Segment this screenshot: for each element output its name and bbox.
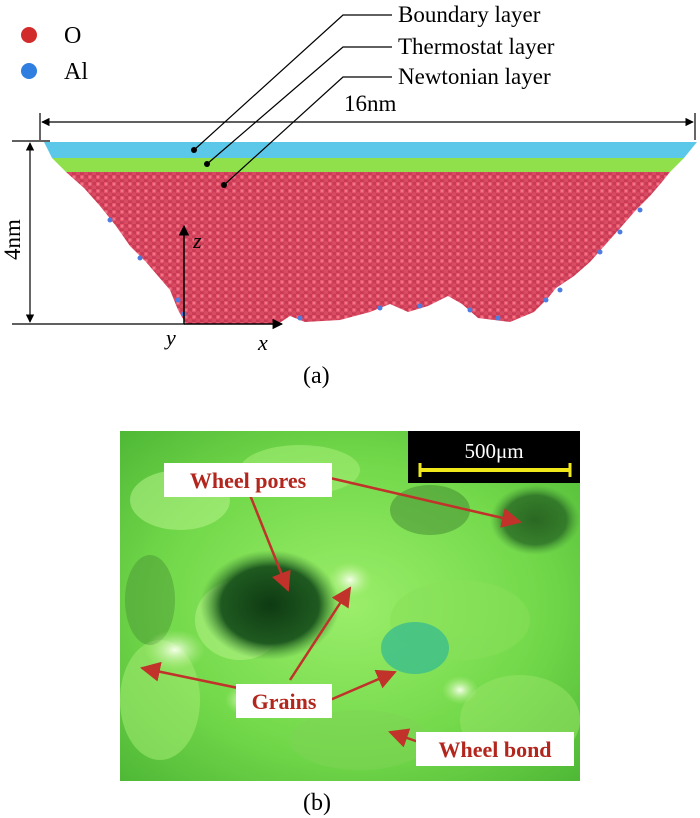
width-dimension: 16nm bbox=[39, 91, 696, 140]
newtonian-leader bbox=[223, 76, 392, 186]
al-atoms bbox=[107, 207, 643, 321]
boundary-layer-shape bbox=[44, 142, 697, 158]
pore-right bbox=[490, 485, 580, 555]
newtonian-layer-shape bbox=[66, 172, 670, 324]
boundary-leader bbox=[193, 14, 392, 151]
pore-center bbox=[200, 550, 340, 660]
svg-text:Wheel pores: Wheel pores bbox=[190, 468, 307, 493]
legend: O Al bbox=[21, 23, 88, 85]
layer-callouts bbox=[193, 14, 392, 186]
svg-text:Grains: Grains bbox=[252, 689, 317, 714]
label-grains: Grains bbox=[236, 684, 332, 718]
svg-text:Wheel bond: Wheel bond bbox=[438, 737, 551, 762]
axis-y-label: y bbox=[164, 325, 176, 350]
legend-al-label: Al bbox=[64, 59, 88, 85]
caption-b: (b) bbox=[303, 790, 331, 816]
newtonian-layer-label: Newtonian layer bbox=[398, 64, 551, 89]
coordinate-axes: z y x bbox=[164, 224, 284, 355]
label-wheel-bond: Wheel bond bbox=[416, 732, 574, 766]
grains-arrow-up bbox=[288, 586, 352, 681]
substrate bbox=[44, 142, 697, 324]
boundary-layer-label: Boundary layer bbox=[398, 2, 541, 27]
label-wheel-pores: Wheel pores bbox=[164, 463, 332, 497]
teal-grain bbox=[381, 622, 449, 674]
panel-a: O Al 16nm 4nm bbox=[0, 2, 697, 389]
caption-a: (a) bbox=[303, 363, 330, 389]
thermostat-layer-shape bbox=[52, 158, 684, 172]
axis-x-label: x bbox=[257, 330, 268, 355]
axis-z-label: z bbox=[192, 228, 202, 253]
grains-arrow-left bbox=[140, 661, 239, 690]
pores-arrow-right bbox=[329, 476, 522, 528]
legend-o-marker bbox=[21, 27, 37, 43]
width-label: 16nm bbox=[344, 91, 397, 116]
legend-o-label: O bbox=[64, 23, 81, 49]
pores-arrow-down bbox=[248, 494, 291, 592]
thermostat-layer-label: Thermostat layer bbox=[398, 34, 555, 59]
height-label: 4nm bbox=[0, 219, 25, 260]
callout-arrows bbox=[140, 476, 522, 748]
scale-bar: 500μm bbox=[408, 431, 580, 483]
scale-bar-label: 500μm bbox=[464, 439, 523, 463]
panel-b: 500μm Wheel pores Grains Wheel bond bbox=[120, 431, 580, 816]
height-dimension: 4nm bbox=[0, 140, 185, 325]
grains-arrow-right bbox=[329, 669, 397, 702]
legend-al-marker bbox=[21, 63, 37, 79]
thermostat-leader bbox=[206, 46, 392, 165]
